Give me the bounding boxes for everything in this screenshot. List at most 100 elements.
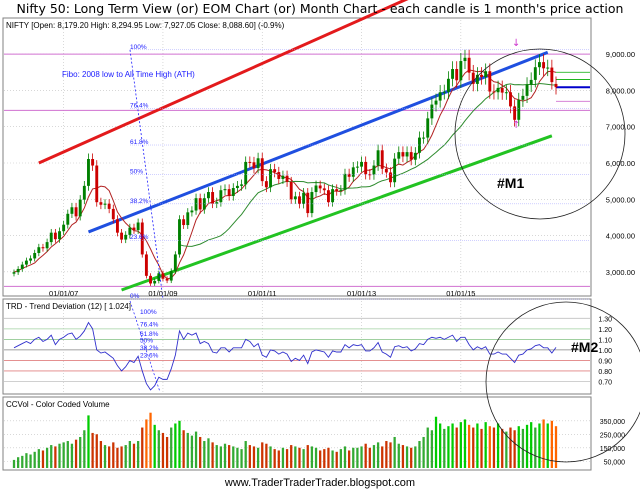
volume-tick-label: 250,000 — [600, 432, 625, 439]
candle-body — [70, 207, 74, 214]
trd-fibo-label: 100% — [140, 309, 157, 316]
x-tick-label: 01/01/09 — [148, 289, 177, 298]
volume-bar — [178, 420, 181, 468]
trd-fibo-label: 50% — [140, 338, 153, 345]
candle-body — [87, 159, 90, 186]
volume-bar — [194, 431, 198, 468]
candle-body — [227, 189, 231, 197]
chart-title: Nifty 50: Long Term View (or) EOM Chart … — [16, 1, 624, 16]
volume-bar — [186, 432, 189, 468]
volume-bar — [236, 447, 239, 468]
candle-body — [521, 95, 525, 100]
x-tick-label: 01/01/13 — [347, 289, 376, 298]
x-tick-label: 01/01/07 — [49, 289, 78, 298]
candle-body — [347, 173, 351, 177]
volume-bar — [306, 445, 309, 468]
volume-bar — [132, 443, 136, 468]
volume-bar — [153, 424, 156, 468]
price-panel — [2, 17, 592, 297]
volume-bar — [128, 441, 131, 468]
volume-bar — [170, 427, 173, 468]
website-footer: www.TraderTraderTrader.blogspot.com — [224, 477, 415, 489]
trd-tick-label: 1.00 — [598, 348, 612, 355]
volume-bar — [70, 443, 74, 468]
volume-bar — [50, 445, 53, 468]
trd-tick-label: 1.10 — [598, 337, 612, 344]
trd-tick-label: 1.20 — [598, 327, 612, 334]
fibonacci-retracement: 100% 76.4% 61.8% 50% 38.2% 23.6% 0% — [129, 44, 590, 300]
candle-body — [380, 150, 384, 169]
volume-bar — [372, 445, 376, 468]
volume-bar — [149, 412, 152, 468]
volume-bar — [157, 430, 160, 468]
candle-body — [219, 190, 223, 203]
candle-body — [281, 175, 285, 179]
volume-bar — [199, 436, 202, 468]
price-tick-label: 8,000.00 — [606, 86, 635, 95]
candle-body — [240, 184, 244, 186]
volume-bar — [54, 446, 57, 468]
volume-bar — [472, 427, 475, 468]
candle-body — [533, 67, 537, 80]
volume-bar — [120, 446, 123, 468]
candle-body — [211, 192, 215, 204]
candle-body — [413, 152, 417, 160]
volume-bar — [405, 446, 409, 468]
volume-bar — [174, 423, 177, 468]
candle-body — [546, 67, 550, 69]
candle-body — [384, 168, 388, 173]
volume-bar — [422, 436, 425, 468]
volume-bar — [397, 443, 400, 468]
volume-bar — [347, 450, 351, 468]
candle-body — [318, 185, 322, 189]
candle-body — [355, 166, 359, 168]
annotation-m2: #M2 — [571, 339, 598, 355]
volume-bar — [339, 449, 342, 468]
volume-bar — [410, 447, 413, 468]
candle-body — [509, 92, 512, 107]
volume-bar — [546, 423, 549, 468]
trd-panel-header: TRD - Trend Deviation (12) [ 1.024] — [6, 302, 131, 311]
volume-bar — [12, 459, 16, 468]
volume-bar — [381, 446, 384, 468]
candle-body — [351, 167, 355, 177]
volume-bar — [476, 423, 479, 468]
candle-body — [434, 100, 438, 105]
volume-tick-label: 350,000 — [600, 419, 625, 426]
volume-bar — [25, 453, 28, 468]
volume-bar — [265, 443, 268, 468]
candle-body — [53, 232, 57, 240]
volume-bar — [501, 428, 504, 468]
candle-body — [215, 202, 219, 204]
candle-body — [95, 165, 99, 203]
candle-body — [331, 189, 335, 203]
volume-bar — [467, 424, 471, 468]
volume-bar — [285, 449, 289, 468]
candle-body — [107, 203, 111, 209]
price-panel-header: NIFTY [Open: 8,179.20 High: 8,294.95 Low… — [6, 21, 285, 30]
fibo-level-label: 38.2% — [130, 198, 149, 205]
candle-body — [45, 242, 49, 249]
volume-bar — [74, 439, 78, 468]
trd-fibo-label: 61.8% — [140, 331, 159, 338]
candle-body — [438, 92, 442, 101]
trd-tick-label: 0.90 — [598, 358, 612, 365]
volume-bar — [190, 435, 194, 468]
candle-body — [153, 280, 157, 284]
channel-lines — [38, 0, 553, 292]
candle-body — [58, 231, 61, 240]
candle-body — [186, 212, 190, 226]
candle-body — [82, 185, 86, 200]
price-axis: 3,000.00 4,000.00 5,000.00 6,000.00 7,000.00… — [49, 50, 635, 298]
candle-body — [207, 192, 210, 199]
candle-body — [471, 72, 475, 84]
trd-fibo-label: 38.2% — [140, 345, 159, 352]
volume-bar — [215, 445, 218, 468]
candle-body — [91, 159, 95, 166]
candle-body — [120, 232, 124, 240]
volume-bar — [542, 419, 545, 468]
candle-body — [231, 188, 235, 197]
volume-bar — [331, 450, 334, 468]
candle-body — [269, 169, 272, 188]
candle-body — [525, 84, 529, 96]
